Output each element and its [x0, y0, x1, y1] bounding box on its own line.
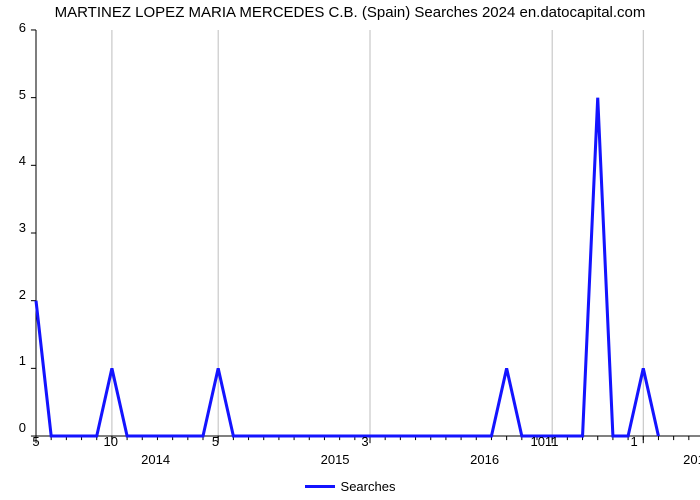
x-month-tick-label: 10: [104, 434, 118, 449]
y-tick-label: 5: [0, 87, 26, 102]
chart-plot-area: [36, 28, 694, 428]
chart-container: MARTINEZ LOPEZ MARIA MERCEDES C.B. (Spai…: [0, 0, 700, 500]
x-year-tick-label: 201: [683, 452, 700, 467]
chart-legend: Searches: [0, 478, 700, 494]
x-month-tick-label: 3: [361, 434, 368, 449]
x-month-tick-label: 5: [32, 434, 39, 449]
y-tick-label: 4: [0, 153, 26, 168]
chart-title: MARTINEZ LOPEZ MARIA MERCEDES C.B. (Spai…: [0, 4, 700, 21]
y-tick-label: 1: [0, 353, 26, 368]
legend-line-swatch: [305, 485, 335, 488]
y-tick-label: 2: [0, 287, 26, 302]
y-tick-label: 3: [0, 220, 26, 235]
x-year-tick-label: 2015: [321, 452, 350, 467]
x-month-tick-label: 1: [631, 434, 638, 449]
y-tick-label: 6: [0, 20, 26, 35]
x-year-tick-label: 2016: [470, 452, 499, 467]
x-month-tick-label: 1011: [530, 434, 558, 449]
x-year-tick-label: 2014: [141, 452, 170, 467]
x-month-tick-label: 5: [212, 434, 219, 449]
legend-label: Searches: [341, 479, 396, 494]
y-tick-label: 0: [0, 420, 26, 435]
